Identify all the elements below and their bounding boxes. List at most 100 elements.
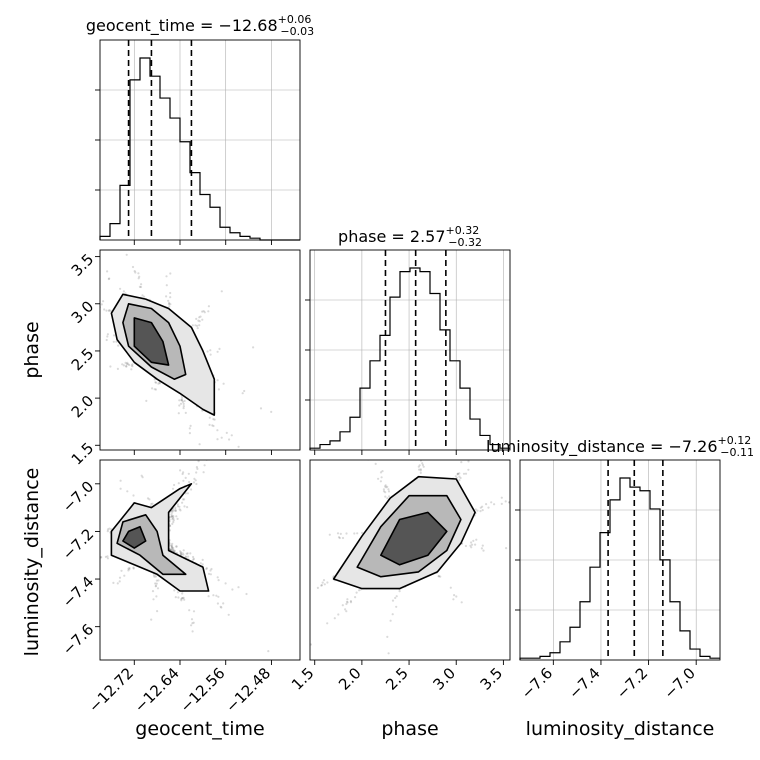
scatter-point xyxy=(156,610,159,613)
scatter-point xyxy=(474,543,477,546)
scatter-point xyxy=(464,544,467,548)
scatter-point xyxy=(481,505,484,508)
histogram-panel-luminosity-distance: −7.6 −7.4 −7.2 −7.0 xyxy=(515,459,721,703)
scatter-point xyxy=(476,509,479,512)
ytick-label-luminosity-distance: −7.2 xyxy=(59,525,97,563)
scatter-point xyxy=(220,606,223,609)
xtick-label-luminosity-distance: −7.0 xyxy=(661,664,699,702)
scatter-point xyxy=(283,609,285,611)
scatter-point xyxy=(216,379,219,382)
scatter-point xyxy=(151,502,154,505)
scatter-point xyxy=(192,555,195,559)
scatter-point xyxy=(424,452,426,454)
title-phase-main: phase = xyxy=(338,227,410,246)
contour-outer xyxy=(110,483,210,592)
title-geocent-time-plus: +0.06 xyxy=(278,13,312,26)
scatter-point xyxy=(320,584,323,587)
scatter-point xyxy=(490,501,493,504)
scatter-point xyxy=(467,460,470,463)
scatter-point xyxy=(386,497,389,500)
scatter-point xyxy=(219,605,222,608)
scatter-point xyxy=(175,545,178,548)
panel-contents xyxy=(283,452,510,655)
scatter-point xyxy=(179,469,182,472)
xtick-label-geocent-time: −12.64 xyxy=(131,664,183,716)
scatter-panel-phase-vs-geocent-time: 1.5 2.0 2.5 3.0 3.5 xyxy=(65,249,301,469)
scatter-point xyxy=(176,505,180,508)
scatter-point xyxy=(132,566,135,569)
scatter-point xyxy=(141,476,144,479)
scatter-point xyxy=(173,483,176,487)
scatter-point xyxy=(92,295,94,297)
scatter-point xyxy=(182,549,185,552)
scatter-point xyxy=(481,509,484,512)
scatter-point xyxy=(479,506,482,509)
scatter-point xyxy=(207,595,210,598)
scatter-point xyxy=(165,275,168,278)
scatter-point xyxy=(181,501,184,504)
scatter-point xyxy=(439,575,442,578)
scatter-point xyxy=(471,453,473,455)
scatter-point xyxy=(112,581,115,585)
scatter-point xyxy=(473,457,475,459)
scatter-point xyxy=(188,427,191,430)
scatter-point xyxy=(128,568,131,571)
scatter-point xyxy=(73,328,75,330)
scatter-point xyxy=(168,305,171,308)
scatter-point xyxy=(187,555,190,558)
scatter-point xyxy=(203,464,206,467)
scatter-point xyxy=(137,272,140,275)
scatter-point xyxy=(131,365,134,368)
scatter-point xyxy=(459,476,462,480)
scatter-point xyxy=(471,543,474,546)
scatter-point xyxy=(230,434,233,437)
scatter-point xyxy=(179,550,182,553)
scatter-point xyxy=(171,518,174,521)
scatter-point xyxy=(195,482,198,486)
scatter-point xyxy=(482,549,485,552)
scatter-point xyxy=(183,505,186,508)
scatter-point xyxy=(470,541,473,544)
scatter-point xyxy=(212,433,214,435)
scatter-point xyxy=(179,509,182,512)
xtick-label-geocent-time: −12.48 xyxy=(222,664,274,716)
scatter-point xyxy=(145,399,148,402)
scatter-point xyxy=(184,476,187,479)
scatter-point xyxy=(216,438,219,441)
scatter-point xyxy=(252,346,255,349)
contour-outer xyxy=(110,293,216,416)
scatter-point xyxy=(152,598,155,601)
scatter-point xyxy=(355,591,358,594)
ytick-label-phase: 3.0 xyxy=(68,297,98,327)
histogram-frame-phase xyxy=(309,249,511,451)
scatter-point xyxy=(322,579,326,582)
scatter-point xyxy=(176,517,179,521)
ytick-label-phase: 2.0 xyxy=(68,392,98,422)
scatter-point xyxy=(189,552,192,555)
scatter-point xyxy=(421,463,424,467)
scatter-point xyxy=(171,509,174,512)
scatter-point xyxy=(174,509,177,512)
scatter-point xyxy=(458,472,461,475)
scatter-point xyxy=(345,602,348,606)
scatter-point xyxy=(190,618,194,621)
scatter-point xyxy=(183,399,186,403)
scatter-point xyxy=(169,303,172,306)
scatter-point xyxy=(356,532,359,535)
scatter-point xyxy=(181,552,184,555)
histogram-frame-geocent-time xyxy=(99,39,301,241)
scatter-point xyxy=(203,311,206,314)
scatter-point xyxy=(65,326,67,328)
title-phase-median: 2.57 xyxy=(410,227,446,246)
scatter-point xyxy=(107,309,111,312)
title-luminosity-distance: luminosity_distance = −7.26+0.12 −0.11 xyxy=(486,434,754,459)
scatter-point xyxy=(169,272,172,275)
scatter-point xyxy=(82,564,84,566)
scatter-point xyxy=(190,488,193,491)
scatter-point xyxy=(170,546,173,549)
scatter-point xyxy=(119,287,122,290)
scatter-point xyxy=(177,596,180,599)
scatter-point xyxy=(105,338,108,342)
scatter-point xyxy=(168,301,171,304)
scatter-point xyxy=(195,466,198,469)
